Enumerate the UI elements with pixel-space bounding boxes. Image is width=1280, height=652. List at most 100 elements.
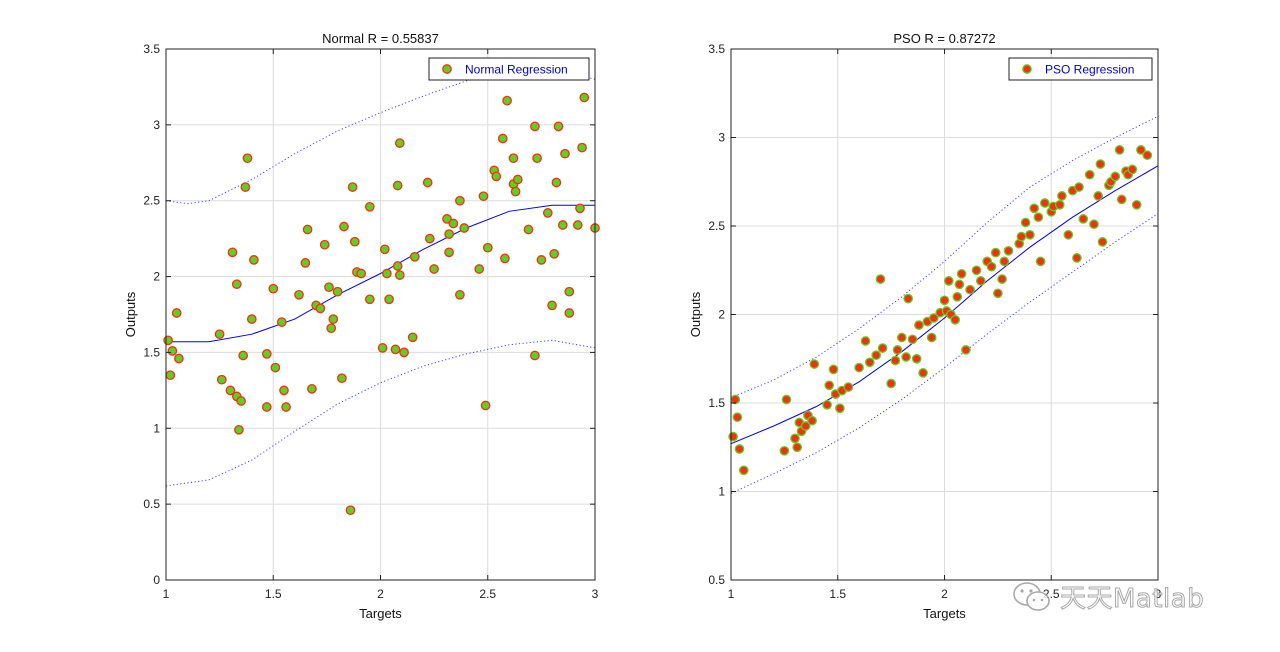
data-point bbox=[1072, 253, 1082, 263]
data-point bbox=[337, 373, 347, 384]
fit-line bbox=[166, 204, 595, 343]
legend-marker bbox=[442, 64, 452, 74]
data-point bbox=[1033, 212, 1044, 223]
data-point bbox=[738, 465, 749, 476]
data-point bbox=[903, 293, 914, 304]
data-point bbox=[790, 433, 800, 444]
data-point bbox=[728, 431, 738, 442]
data-point bbox=[214, 329, 225, 340]
data-point bbox=[575, 203, 585, 214]
data-point bbox=[781, 394, 792, 405]
watermark-text: 天天Matlab bbox=[1059, 584, 1205, 615]
data-point bbox=[407, 332, 418, 343]
data-point bbox=[422, 177, 433, 188]
data-point bbox=[424, 233, 435, 244]
x-tick-label: 3 bbox=[1155, 587, 1162, 601]
watermark: 天天Matlab bbox=[1012, 578, 1204, 615]
data-point bbox=[1131, 199, 1142, 210]
y-tick-label: 3 bbox=[153, 118, 160, 132]
data-point bbox=[928, 313, 939, 323]
data-point bbox=[491, 171, 502, 182]
data-point bbox=[1114, 145, 1125, 155]
data-point bbox=[530, 121, 540, 132]
x-tick-label: 1 bbox=[728, 587, 735, 601]
y-tick-label: 0.5 bbox=[143, 497, 160, 511]
y-tick-label: 2.5 bbox=[143, 194, 160, 208]
data-point bbox=[564, 286, 575, 297]
data-point bbox=[835, 403, 845, 414]
chart-title: PSO R = 0.87272 bbox=[893, 31, 995, 46]
data-point bbox=[1035, 256, 1046, 267]
data-point bbox=[1078, 214, 1089, 224]
data-point bbox=[901, 352, 911, 362]
data-point bbox=[339, 221, 349, 232]
x-tick-label: 2 bbox=[941, 587, 948, 601]
data-point bbox=[174, 353, 184, 364]
data-point bbox=[510, 186, 521, 197]
data-point bbox=[227, 247, 238, 258]
data-point bbox=[807, 415, 817, 426]
data-point bbox=[1097, 237, 1108, 247]
data-point bbox=[1089, 219, 1099, 230]
legend-box bbox=[1008, 57, 1153, 81]
data-point bbox=[261, 402, 272, 412]
data-point bbox=[347, 182, 358, 192]
legend-label: Normal Regression bbox=[465, 63, 568, 77]
data-point bbox=[1003, 245, 1014, 256]
data-point bbox=[1127, 164, 1138, 175]
data-point bbox=[1054, 199, 1065, 210]
data-point bbox=[523, 224, 534, 235]
data-point bbox=[171, 308, 182, 318]
y-tick-label: 3.5 bbox=[143, 42, 160, 56]
data-point bbox=[364, 294, 375, 305]
data-point bbox=[429, 264, 439, 274]
x-tick-label: 1 bbox=[163, 587, 170, 601]
data-point bbox=[319, 239, 330, 250]
data-point bbox=[926, 332, 937, 343]
data-point bbox=[399, 347, 409, 358]
y-tick-label: 2 bbox=[153, 270, 160, 284]
data-point bbox=[382, 268, 392, 279]
data-point bbox=[216, 374, 227, 385]
data-point bbox=[482, 242, 493, 253]
data-point bbox=[234, 424, 244, 435]
data-point bbox=[315, 303, 326, 314]
data-point bbox=[952, 291, 963, 302]
data-point bbox=[167, 346, 178, 356]
data-point bbox=[442, 214, 452, 224]
y-tick-label: 1.5 bbox=[708, 396, 725, 410]
data-point bbox=[993, 288, 1003, 299]
data-point bbox=[551, 177, 562, 188]
data-point bbox=[1025, 229, 1035, 240]
data-point bbox=[950, 314, 961, 325]
y-tick-label: 1.5 bbox=[143, 345, 160, 359]
data-point bbox=[824, 380, 835, 391]
chart-title: Normal R = 0.55837 bbox=[322, 31, 439, 46]
data-point bbox=[242, 153, 253, 164]
y-tick-label: 1 bbox=[153, 421, 160, 435]
data-point bbox=[1142, 150, 1153, 161]
data-point bbox=[508, 153, 519, 164]
data-point bbox=[165, 370, 176, 381]
data-point bbox=[444, 229, 454, 239]
data-point bbox=[939, 295, 950, 306]
data-point bbox=[1057, 191, 1067, 201]
y-tick-label: 3 bbox=[718, 131, 725, 145]
y-tick-label: 2 bbox=[718, 308, 725, 322]
data-point bbox=[875, 274, 886, 284]
data-point bbox=[448, 218, 459, 229]
data-point bbox=[792, 442, 803, 453]
data-point bbox=[497, 133, 508, 144]
data-point bbox=[956, 268, 967, 279]
data-point bbox=[536, 255, 547, 265]
y-tick-label: 3.5 bbox=[708, 42, 725, 56]
data-point bbox=[474, 264, 485, 274]
x-tick-label: 3 bbox=[592, 587, 599, 601]
wechat-icon bbox=[1013, 581, 1050, 611]
data-point bbox=[270, 362, 281, 373]
data-point bbox=[1093, 191, 1104, 201]
data-point bbox=[564, 308, 575, 318]
data-point bbox=[392, 261, 403, 271]
